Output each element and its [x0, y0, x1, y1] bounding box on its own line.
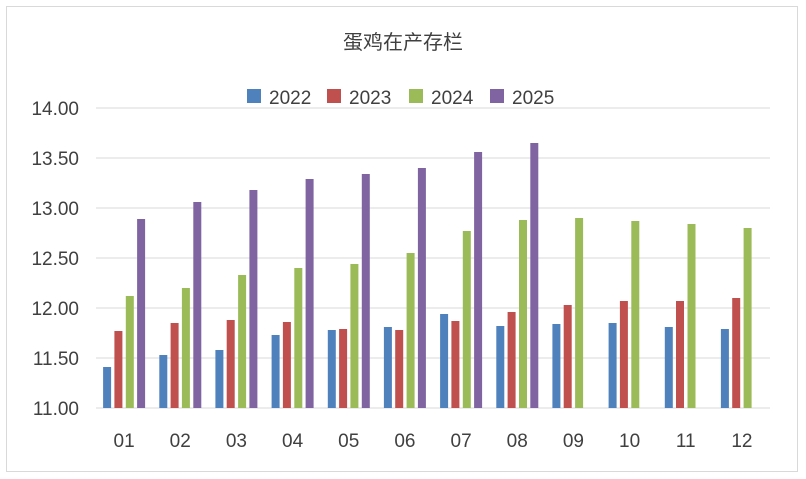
legend-label: 2025 — [512, 88, 554, 109]
y-tick-label: 14.00 — [31, 99, 79, 120]
y-tick-label: 11.00 — [33, 399, 79, 420]
bar-2023-10 — [619, 301, 628, 408]
legend-label: 2022 — [269, 88, 311, 109]
bar-2022-09 — [552, 324, 561, 408]
y-tick-label: 12.50 — [31, 249, 79, 270]
bar-2024-10 — [631, 221, 640, 408]
bar-2025-05 — [361, 174, 370, 408]
bar-2023-06 — [395, 330, 404, 408]
bar-2025-04 — [305, 179, 314, 408]
bar-2023-12 — [732, 298, 741, 408]
x-tick-label: 08 — [507, 431, 528, 452]
bar-2023-09 — [563, 305, 572, 408]
bar-2025-03 — [249, 190, 258, 408]
legend-label: 2023 — [349, 88, 391, 109]
bar-2023-07 — [451, 321, 460, 408]
legend-label: 2024 — [431, 88, 474, 109]
y-axis-ticks: 11.00 11.50 12.00 12.50 13.00 13.50 14.00 — [31, 99, 79, 420]
bar-2024-02 — [181, 288, 190, 408]
x-axis-ticks: 01 02 03 04 05 06 07 08 09 10 11 12 — [114, 431, 753, 452]
legend-item-2023: 2023 — [327, 88, 391, 109]
bar-2022-07 — [440, 314, 449, 408]
bar-2025-06 — [417, 168, 426, 408]
x-tick-label: 03 — [226, 431, 247, 452]
x-tick-label: 12 — [731, 431, 752, 452]
bar-2024-11 — [687, 224, 696, 408]
bar-2022-11 — [664, 327, 673, 408]
bar-2025-02 — [193, 202, 202, 408]
x-tick-label: 02 — [170, 431, 191, 452]
x-tick-label: 04 — [282, 431, 304, 452]
bar-2022-01 — [103, 367, 112, 408]
bar-2023-08 — [507, 312, 516, 408]
chart-title: 蛋鸡在产存栏 — [343, 30, 463, 54]
gridlines — [96, 107, 770, 409]
bar-2022-06 — [383, 327, 392, 408]
bar-2023-02 — [170, 323, 179, 408]
bar-2023-05 — [339, 329, 348, 408]
bar-2022-12 — [720, 329, 729, 408]
x-tick-label: 01 — [114, 431, 135, 452]
x-tick-label: 05 — [338, 431, 359, 452]
legend-swatch — [327, 89, 341, 103]
bars — [103, 143, 752, 408]
legend-item-2022: 2022 — [247, 88, 311, 109]
y-tick-label: 13.00 — [31, 199, 79, 220]
bar-2024-04 — [294, 268, 303, 408]
bar-2022-08 — [496, 326, 505, 408]
legend-swatch — [490, 89, 504, 103]
legend-item-2025: 2025 — [490, 88, 554, 109]
bar-2024-06 — [406, 253, 415, 408]
x-tick-label: 07 — [451, 431, 472, 452]
x-tick-label: 11 — [676, 431, 696, 452]
y-tick-label: 11.50 — [33, 349, 79, 370]
bar-2025-01 — [137, 219, 146, 408]
bar-2023-03 — [226, 320, 235, 408]
legend-item-2024: 2024 — [409, 88, 474, 109]
bar-2024-07 — [462, 231, 471, 408]
legend-swatch — [409, 89, 423, 103]
x-tick-label: 10 — [619, 431, 640, 452]
bar-2024-08 — [519, 220, 527, 408]
bar-2025-07 — [474, 152, 483, 408]
x-tick-label: 06 — [394, 431, 415, 452]
bar-2024-03 — [238, 275, 247, 408]
bar-2022-04 — [271, 335, 280, 408]
bar-2024-12 — [743, 228, 752, 408]
x-tick-label: 09 — [563, 431, 584, 452]
bar-2023-01 — [114, 331, 123, 408]
bar-2023-04 — [282, 322, 291, 408]
bar-2025-08 — [530, 143, 539, 408]
legend: 2022 2023 2024 2025 — [247, 88, 554, 109]
bar-2022-02 — [159, 355, 168, 408]
bar-2023-11 — [676, 301, 684, 408]
y-tick-label: 13.50 — [31, 149, 79, 170]
y-tick-label: 12.00 — [31, 299, 79, 320]
bar-2022-10 — [608, 323, 617, 408]
bar-2024-05 — [350, 264, 359, 408]
legend-swatch — [247, 89, 261, 103]
bar-2024-01 — [125, 296, 134, 408]
bar-2022-03 — [215, 350, 224, 408]
bar-2024-09 — [575, 218, 584, 408]
bar-2022-05 — [327, 330, 336, 408]
